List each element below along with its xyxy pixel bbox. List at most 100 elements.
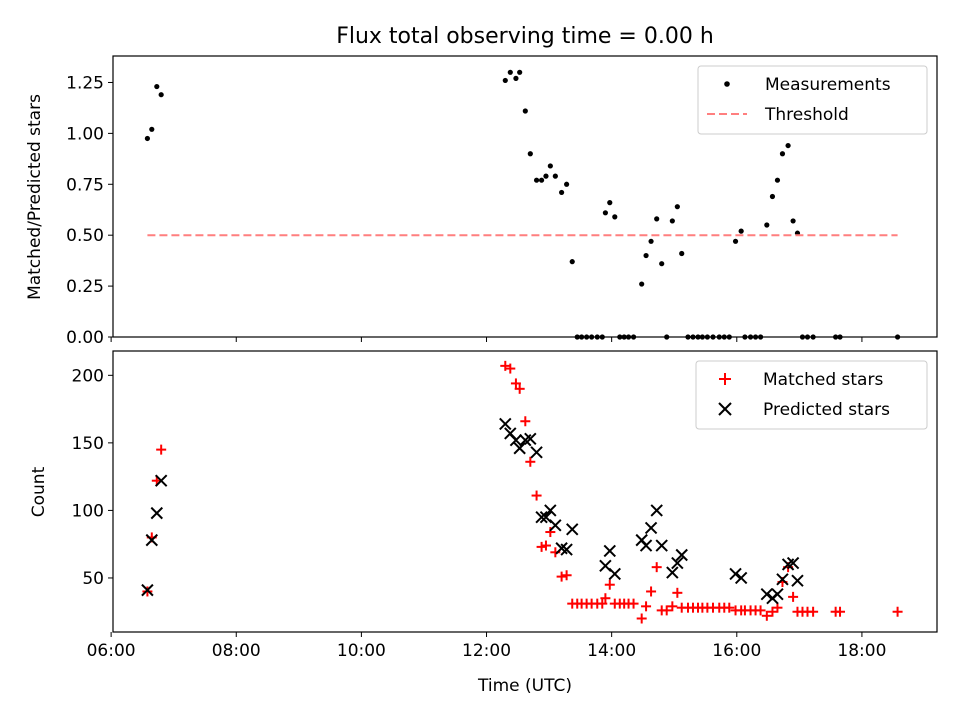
matched-star-point — [525, 456, 536, 467]
measurement-point — [149, 126, 155, 132]
predicted-star-point — [639, 539, 653, 552]
predicted-star-point — [650, 504, 663, 517]
legend-label-threshold: Threshold — [764, 105, 849, 125]
bottom-data-points — [141, 360, 903, 624]
predicted-star-point — [549, 519, 562, 532]
predicted-star-point — [760, 587, 774, 601]
top-legend-box — [697, 65, 928, 135]
x-tick-label: 08:00 — [212, 641, 261, 661]
predicted-star-point — [791, 574, 804, 587]
measurement-point — [517, 69, 523, 75]
bottom-panel: 06:00 08:00 10:00 12:00 14:00 16:00 18:00 50 100… — [29, 350, 938, 696]
predicted-star-point — [566, 523, 579, 536]
predicted-star-point — [644, 521, 658, 535]
measurement-point — [654, 216, 660, 222]
bottom-axes-frame — [112, 350, 938, 633]
measurement-point — [502, 77, 508, 84]
predicted-star-point — [499, 417, 512, 431]
predicted-star-point — [509, 433, 523, 447]
predicted-star-point — [671, 556, 684, 570]
legend-label-measurements: Measurements — [765, 75, 891, 95]
y-tick-label: 0.25 — [66, 277, 104, 297]
measurement-point — [785, 142, 791, 149]
y-tick-label: 1.00 — [66, 124, 104, 144]
y-tick-label: 50 — [82, 569, 104, 589]
measurement-point — [669, 218, 675, 224]
measurement-point — [648, 238, 654, 244]
measurement-point — [527, 151, 533, 157]
predicted-star-point — [655, 539, 668, 552]
predicted-star-point — [145, 533, 158, 547]
y-tick-label: 0.50 — [66, 226, 104, 246]
y-tick-label: 0.75 — [66, 175, 104, 195]
bottom-legend: Matched stars Predicted stars — [695, 360, 928, 430]
matched-star-point — [536, 541, 547, 552]
measurement-point — [659, 261, 665, 267]
top-axes-frame — [112, 55, 938, 338]
predicted-star-point — [603, 544, 616, 558]
x-tick-label: 10:00 — [337, 641, 386, 661]
measurement-point — [732, 238, 739, 244]
matched-star-point — [724, 602, 735, 613]
predicted-star-point — [544, 504, 557, 517]
measurement-point — [674, 204, 680, 210]
bottom-y-axis-label: Count — [29, 466, 49, 517]
measurement-point — [612, 214, 618, 220]
bottom-ticks: 06:00 08:00 10:00 12:00 14:00 16:00 18:00 50 100… — [72, 366, 887, 661]
matched-star-point — [597, 598, 608, 609]
predicted-star-point — [734, 571, 748, 585]
measurement-point — [779, 151, 786, 157]
matched-star-point — [628, 598, 639, 609]
matched-star-point — [755, 605, 766, 616]
measurement-point — [774, 177, 781, 183]
measurement-point — [158, 92, 164, 98]
x-axis-label: Time (UTC) — [477, 676, 572, 696]
matched-star-point — [561, 570, 572, 581]
x-tick-label: 14:00 — [587, 641, 636, 661]
measurement-point — [533, 177, 540, 183]
matched-star-point — [514, 383, 525, 394]
top-y-axis-label: Matched/Predicted stars — [25, 94, 45, 300]
measurement-point — [559, 189, 565, 196]
measurement-point — [538, 177, 545, 183]
predicted-star-point — [776, 573, 789, 586]
matched-star-point — [667, 601, 678, 612]
measurement-point — [507, 69, 513, 75]
matched-star-point — [651, 562, 662, 573]
measurement-point — [790, 218, 796, 224]
matched-star-point — [646, 586, 657, 597]
matched-star-point — [767, 606, 778, 617]
predicted-star-point — [141, 583, 154, 597]
matched-star-point — [520, 416, 531, 427]
legend-marker-predicted-stars — [718, 402, 732, 416]
matched-star-point — [510, 378, 521, 389]
bottom-legend-box — [695, 360, 928, 430]
predicted-star-point — [729, 567, 742, 581]
matched-star-point — [772, 602, 783, 613]
measurement-point — [522, 108, 528, 114]
matched-star-point — [672, 587, 683, 598]
x-tick-label: 12:00 — [462, 641, 511, 661]
predicted-star-point — [154, 474, 168, 487]
predicted-star-point — [675, 548, 688, 562]
measurement-point — [547, 163, 553, 169]
predicted-star-point — [530, 446, 543, 459]
matched-star-point — [500, 360, 511, 371]
matched-star-point — [636, 613, 647, 624]
legend-marker-matched-stars — [719, 373, 731, 385]
measurement-point — [144, 135, 151, 142]
matched-star-point — [545, 527, 556, 538]
matched-star-point — [835, 606, 846, 617]
measurement-point — [764, 222, 770, 228]
measurement-point — [564, 181, 570, 187]
matched-star-point — [892, 606, 903, 617]
predicted-star-point — [150, 506, 164, 520]
legend-marker-measurements — [724, 81, 730, 87]
matched-star-point — [808, 606, 819, 617]
matched-star-point — [788, 591, 799, 602]
matched-star-point — [641, 601, 652, 612]
measurement-point — [738, 228, 744, 234]
matched-star-point — [661, 605, 672, 616]
matched-star-point — [531, 490, 542, 501]
matched-star-point — [505, 363, 516, 374]
